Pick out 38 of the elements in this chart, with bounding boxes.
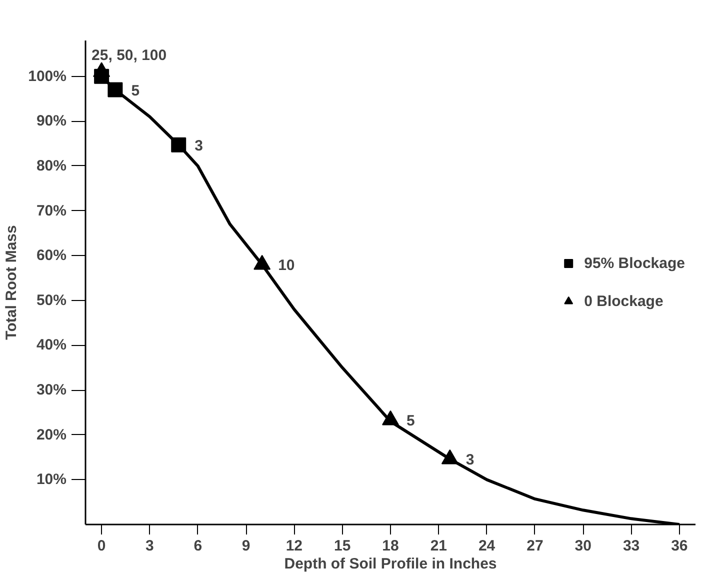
y-tick-label: 100% [28, 68, 67, 85]
y-tick-label: 70% [36, 202, 67, 220]
annotation: 5 [406, 412, 415, 430]
point [382, 410, 399, 426]
y-axis-title: Total Root Mass [3, 225, 20, 340]
y-tick-label: 90% [36, 112, 67, 130]
y-tick-label: 30% [36, 382, 67, 399]
x-tick-label: 33 [622, 538, 640, 554]
annotation: 5 [131, 82, 140, 100]
x-tick-label: 21 [430, 538, 448, 554]
x-tick-label: 12 [286, 538, 303, 554]
x-axis-title: Depth of Soil Profile in Inches [284, 556, 497, 572]
x-tick-label: 9 [242, 538, 250, 554]
x-tick-label: 3 [146, 538, 154, 554]
y-tick-label: 60% [36, 247, 67, 264]
x-tick-label: 27 [526, 538, 544, 554]
annotation: 3 [194, 137, 203, 154]
y-tick-label: 80% [36, 157, 67, 174]
point [254, 254, 271, 270]
x-tick-label: 30 [574, 538, 592, 554]
point [171, 137, 186, 152]
annotation: 10 [278, 257, 295, 274]
legend-label: 95% Blockage [584, 254, 685, 272]
x-tick-label: 6 [194, 538, 202, 554]
y-tick-label: 20% [36, 426, 67, 444]
x-tick-label: 18 [382, 538, 399, 554]
point [108, 82, 123, 98]
point [441, 449, 458, 464]
y-tick-label: 50% [36, 292, 67, 309]
x-tick-label: 15 [334, 538, 351, 554]
annotation: 3 [466, 452, 474, 469]
y-tick-label: 40% [36, 336, 67, 354]
legend-label: 0 Blockage [584, 292, 664, 310]
x-tick-label: 0 [97, 538, 106, 554]
annotation: 25, 50, 100 [92, 46, 167, 64]
x-tick-label: 36 [671, 538, 688, 554]
x-tick-label: 24 [478, 538, 496, 554]
y-tick-label: 10% [36, 471, 67, 488]
